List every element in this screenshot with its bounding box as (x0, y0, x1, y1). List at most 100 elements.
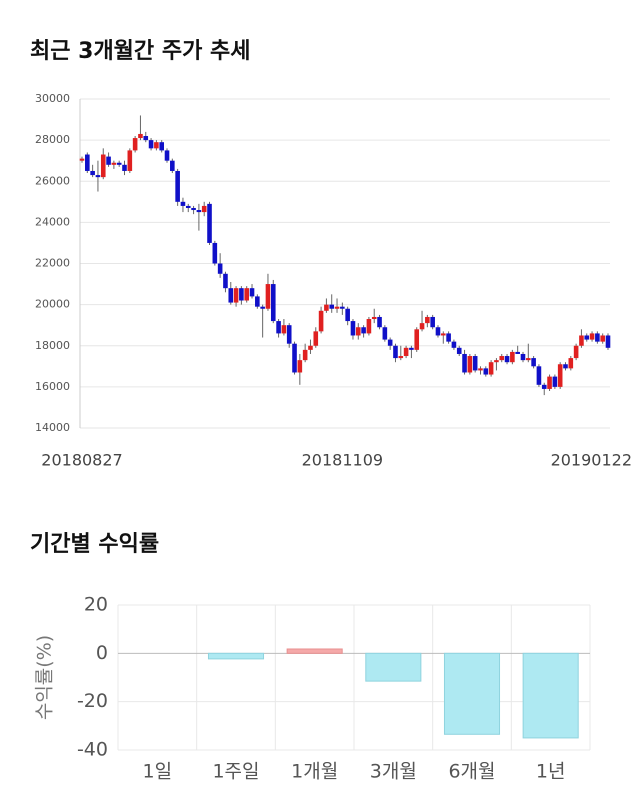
candle-body (494, 360, 499, 363)
bar (207, 652, 265, 660)
candle-body (499, 356, 505, 361)
candle-body (212, 242, 218, 264)
x-tick-label: 1년 (536, 761, 566, 783)
candle-body (106, 156, 111, 165)
x-tick-label: 20181109 (302, 451, 383, 470)
chart-title: 최근 3개월간 주가 추세 (30, 39, 250, 64)
candle-body (159, 142, 164, 151)
candle-body (435, 327, 441, 336)
candle-body (180, 201, 186, 206)
candle-body (207, 203, 212, 243)
candle-body (334, 306, 340, 309)
candle-body (387, 339, 393, 346)
x-tick-label: 6개월 (448, 761, 495, 783)
candle-body (116, 162, 122, 165)
candle-body (589, 333, 595, 340)
candle-body (265, 284, 271, 309)
x-tick-label: 3개월 (370, 761, 417, 783)
candle-body (350, 321, 356, 336)
candle-body (281, 325, 287, 334)
candle-body (382, 327, 388, 340)
candle-body (568, 358, 574, 369)
y-tick-label: 22000 (35, 257, 70, 270)
candle-body (600, 335, 605, 342)
x-tick-label: 1일 (143, 761, 173, 783)
x-tick-label: 20190122 (551, 451, 632, 470)
candle-body (164, 150, 170, 161)
candle-body (510, 351, 515, 363)
y-tick-label: -40 (77, 739, 108, 761)
bar (443, 652, 501, 735)
candle-body (355, 327, 361, 336)
candle-body (196, 210, 202, 213)
candle-body (451, 341, 457, 348)
candle-body (414, 329, 420, 350)
y-tick-label: -20 (77, 690, 108, 712)
candle-body (138, 133, 143, 139)
candle-body (467, 356, 473, 373)
candle-body (302, 349, 308, 361)
bar (365, 652, 422, 682)
candle-body (366, 319, 372, 334)
candle-body (111, 162, 117, 165)
candle-body (520, 353, 526, 361)
candle-body (573, 345, 579, 359)
candle-body (292, 343, 297, 373)
candle-body (185, 205, 191, 208)
candle-body (286, 325, 292, 344)
candle-body (605, 335, 611, 348)
y-tick-label: 24000 (35, 215, 70, 228)
y-tick-label: 16000 (35, 380, 70, 393)
candle-body (403, 347, 409, 357)
candle-body (579, 335, 584, 346)
candle-body (201, 205, 207, 213)
candle-body (557, 364, 563, 387)
candle-body (313, 331, 319, 346)
candle-body (244, 288, 250, 301)
bar (286, 648, 343, 654)
candle-body (345, 308, 350, 322)
y-tick-label: 18000 (35, 339, 70, 352)
candle-body (233, 288, 239, 303)
candle-body (419, 323, 425, 330)
y-tick-label: 30000 (35, 92, 70, 105)
candle-body (472, 356, 478, 371)
candle-body (409, 347, 414, 350)
chart-title: 기간별 수익률 (30, 532, 159, 557)
candle-body (552, 376, 558, 387)
candle-body (515, 351, 520, 354)
candle-body (478, 368, 483, 371)
candle-body (584, 335, 590, 340)
candle-body (456, 347, 462, 354)
candle-body (95, 175, 101, 178)
candle-body (191, 207, 196, 211)
candle-body (541, 384, 547, 389)
candle-body (79, 158, 85, 161)
bar (522, 652, 579, 739)
candle-body (90, 170, 95, 176)
candle-body (425, 316, 430, 324)
candle-body (393, 345, 398, 359)
candle-body (536, 366, 542, 385)
candle-body (318, 310, 324, 332)
candle-body (143, 136, 149, 141)
candle-body (217, 263, 223, 274)
candle-body (223, 273, 228, 289)
candle-body (132, 138, 138, 151)
candle-body (446, 333, 451, 342)
candle-body (249, 288, 255, 297)
candle-body (148, 140, 154, 149)
y-axis-label: 수익률(%) (34, 635, 56, 720)
candle-body (340, 306, 345, 309)
candle-body (228, 288, 234, 303)
candle-body (100, 154, 106, 178)
candle-body (361, 327, 366, 334)
candle-body (239, 288, 244, 301)
y-tick-label: 14000 (35, 421, 70, 434)
candle-body (488, 362, 494, 375)
candle-body (154, 142, 159, 149)
candle-body (371, 316, 377, 320)
y-tick-label: 26000 (35, 174, 70, 187)
